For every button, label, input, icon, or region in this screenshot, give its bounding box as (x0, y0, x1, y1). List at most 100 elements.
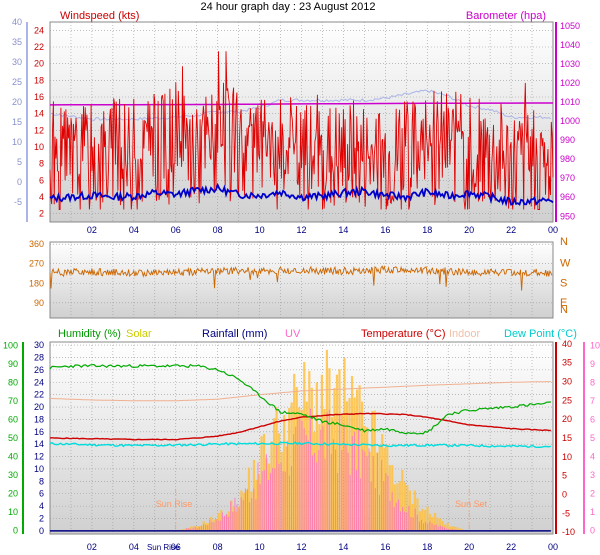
solar-bar (426, 506, 429, 531)
uv-bar (429, 521, 431, 531)
rain-tick-label: 24 (34, 377, 44, 387)
uv-bar (276, 445, 278, 531)
uv-bar (188, 527, 190, 531)
wind-outer-tick-label: 30 (12, 57, 22, 67)
temp-tick-label: 35 (562, 358, 572, 368)
uv-bar (435, 524, 437, 531)
solar-bar (333, 388, 336, 531)
dir-tick-label: 180 (29, 278, 44, 288)
rain-tick-label: 14 (34, 439, 44, 449)
uv-bar (322, 425, 324, 531)
temp-tick-label: 25 (562, 395, 572, 405)
wind-panel-x-tick-label: 02 (87, 225, 97, 235)
uv-bar (381, 459, 383, 531)
uv-bar (423, 523, 425, 531)
temp-tick-label: -10 (562, 527, 575, 537)
uv-bar (297, 417, 299, 531)
uv-bar (234, 497, 236, 531)
solar-bar (403, 482, 406, 531)
uv-bar (370, 481, 372, 531)
wind-axis-title: Windspeed (kts) (60, 10, 139, 22)
uv-bar (395, 502, 397, 531)
temp-tick-label: 20 (562, 414, 572, 424)
solar-bar (444, 524, 447, 531)
uv-bar (249, 502, 251, 531)
compass-label: W (560, 258, 571, 270)
uv-bar (213, 522, 215, 531)
solar-bar (197, 526, 200, 531)
wind-panel-x-tick-label: 10 (255, 225, 265, 235)
solar-bar (293, 373, 296, 531)
uv-bar (301, 421, 303, 531)
uv-bar (267, 479, 269, 531)
uv-bar (238, 507, 240, 531)
baro-tick-label: 1000 (560, 116, 580, 126)
uv-bar (387, 475, 389, 531)
solar-bar (408, 490, 412, 531)
temp-tick-label: 0 (562, 489, 567, 499)
uv-bar (360, 478, 362, 531)
solar-bar (330, 417, 334, 531)
solar-bar (401, 469, 404, 531)
temp-panel-x-tick-label: 04 (129, 542, 139, 552)
uv-bar (324, 458, 326, 531)
baro-tick-label: 950 (560, 211, 575, 221)
uv-bar (236, 504, 238, 531)
solar-bar (393, 484, 396, 531)
humidity-tick-label: 0 (13, 525, 18, 535)
uv-bar (202, 524, 204, 531)
legend-temperature: Temperature (°C) (361, 328, 445, 340)
uv-bar (439, 525, 441, 531)
uv-tick-label: 1 (590, 507, 595, 517)
uv-bar (200, 525, 202, 531)
temp-panel-x-tick-label: 06 (171, 542, 181, 552)
uv-bar (347, 452, 349, 531)
legend-rainfall: Rainfall (mm) (202, 328, 267, 340)
uv-tick-label: 5 (590, 433, 595, 443)
solar-bar (220, 510, 223, 531)
uv-bar (263, 470, 265, 531)
baro-tick-label: 960 (560, 192, 575, 202)
wind-tick-label: 18 (34, 75, 44, 85)
uv-bar (450, 529, 452, 531)
uv-bar (242, 500, 244, 531)
uv-bar (307, 440, 309, 531)
temp-panel-x-tick-label: 08 (213, 542, 223, 552)
wind-panel-x-tick-label: 14 (338, 225, 348, 235)
uv-bar (444, 527, 446, 531)
uv-bar (318, 450, 320, 531)
uv-bar (366, 456, 368, 531)
uv-bar (186, 528, 188, 531)
uv-bar (402, 507, 404, 531)
uv-bar (278, 464, 280, 531)
solar-bar (449, 526, 452, 531)
wind-average-line (49, 182, 554, 207)
wind-tick-label: 8 (39, 159, 44, 169)
temperature-line (49, 412, 551, 441)
temp-panel-x-tick-label: 22 (506, 542, 516, 552)
temp-panel-x-tick-label: 14 (338, 542, 348, 552)
uv-bar (349, 474, 351, 531)
compass-label: N (560, 236, 568, 248)
wind-panel-x-tick-label: 22 (506, 225, 516, 235)
uv-bar (420, 519, 422, 531)
uv-bar (209, 519, 211, 531)
solar-bar (270, 441, 273, 531)
wind-outer-tick-label: 15 (12, 117, 22, 127)
uv-bar (244, 488, 246, 531)
uv-bar (374, 488, 376, 531)
solar-bar (182, 529, 185, 531)
uv-bar (320, 429, 322, 531)
solar-bar (184, 528, 188, 531)
solar-bar (431, 517, 434, 531)
rain-tick-label: 26 (34, 365, 44, 375)
baro-tick-label: 970 (560, 173, 575, 183)
uv-bar (221, 512, 223, 531)
indoor-temp-line (50, 381, 551, 402)
uv-bar (190, 528, 192, 531)
uv-bar (194, 526, 196, 531)
uv-bar (257, 462, 259, 531)
sunrise-label: Sun Rise (156, 499, 193, 509)
wind-panel-x-tick-label: 12 (296, 225, 306, 235)
